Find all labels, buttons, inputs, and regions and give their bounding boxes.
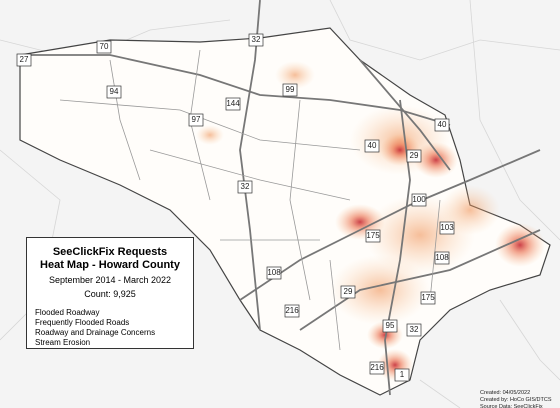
route-shield — [364, 139, 380, 153]
credit-line: Created by: HoCo GIS/DTCS — [480, 397, 552, 403]
route-label: 29 — [344, 287, 353, 296]
route-label: 108 — [435, 253, 449, 262]
route-shield — [16, 53, 32, 67]
route-label: 40 — [438, 120, 447, 129]
route-label: 94 — [110, 87, 119, 96]
route-label: 70 — [100, 42, 109, 51]
route-label: 1 — [400, 370, 405, 379]
route-shield — [248, 33, 264, 47]
route-shield — [225, 97, 241, 111]
legend-title: SeeClickFix Requests — [52, 246, 168, 258]
route-label: 103 — [440, 223, 454, 232]
route-shield — [394, 368, 410, 382]
route-shield — [340, 285, 356, 299]
route-shield — [237, 180, 253, 194]
route-label: 32 — [410, 325, 419, 334]
route-label: 32 — [252, 35, 261, 44]
route-shield — [434, 118, 450, 132]
legend-category: Frequently Flooded Roads — [35, 318, 130, 327]
route-shield — [188, 113, 204, 127]
route-shield — [420, 291, 436, 305]
route-shield — [439, 221, 455, 235]
route-shield — [282, 83, 298, 97]
route-label: 175 — [421, 293, 435, 302]
route-label: 97 — [192, 115, 201, 124]
legend: SeeClickFix Requests Heat Map - Howard C… — [26, 237, 194, 349]
route-shield — [106, 85, 122, 99]
route-label: 29 — [410, 151, 419, 160]
route-label: 144 — [226, 99, 240, 108]
route-shield — [96, 40, 112, 54]
route-shield — [406, 149, 422, 163]
route-shield — [369, 361, 385, 375]
route-label: 27 — [20, 55, 29, 64]
legend-period: September 2014 - March 2022 — [48, 275, 172, 285]
route-shield — [406, 323, 422, 337]
credit-line: Created: 04/05/2022 — [480, 390, 531, 396]
route-label: 100 — [412, 195, 426, 204]
credit-line: Source Data: SeeClickFix — [480, 404, 543, 408]
route-shield — [266, 266, 282, 280]
legend-count: Count: 9,925 — [84, 289, 136, 299]
route-shield — [434, 251, 450, 265]
route-label: 175 — [366, 231, 380, 240]
legend-category: Flooded Roadway — [35, 308, 100, 317]
local-roads — [59, 49, 441, 351]
route-label: 40 — [368, 141, 377, 150]
route-label: 95 — [386, 321, 395, 330]
route-label: 216 — [285, 306, 299, 315]
route-label: 99 — [286, 85, 295, 94]
legend-subtitle: Heat Map - Howard County — [40, 259, 180, 271]
credits: Created: 04/05/2022 Created by: HoCo GIS/… — [480, 390, 552, 408]
legend-categories: Flooded Roadway Frequently Flooded Roads R… — [35, 308, 193, 348]
route-shield — [382, 319, 398, 333]
legend-category: Stream Erosion — [35, 338, 91, 347]
legend-category: Roadway and Drainage Concerns — [35, 328, 156, 337]
route-shield — [365, 229, 381, 243]
route-shield — [284, 304, 300, 318]
route-label: 32 — [241, 182, 250, 191]
route-label: 108 — [267, 268, 281, 277]
route-label: 216 — [370, 363, 384, 372]
route-shield — [411, 193, 427, 207]
